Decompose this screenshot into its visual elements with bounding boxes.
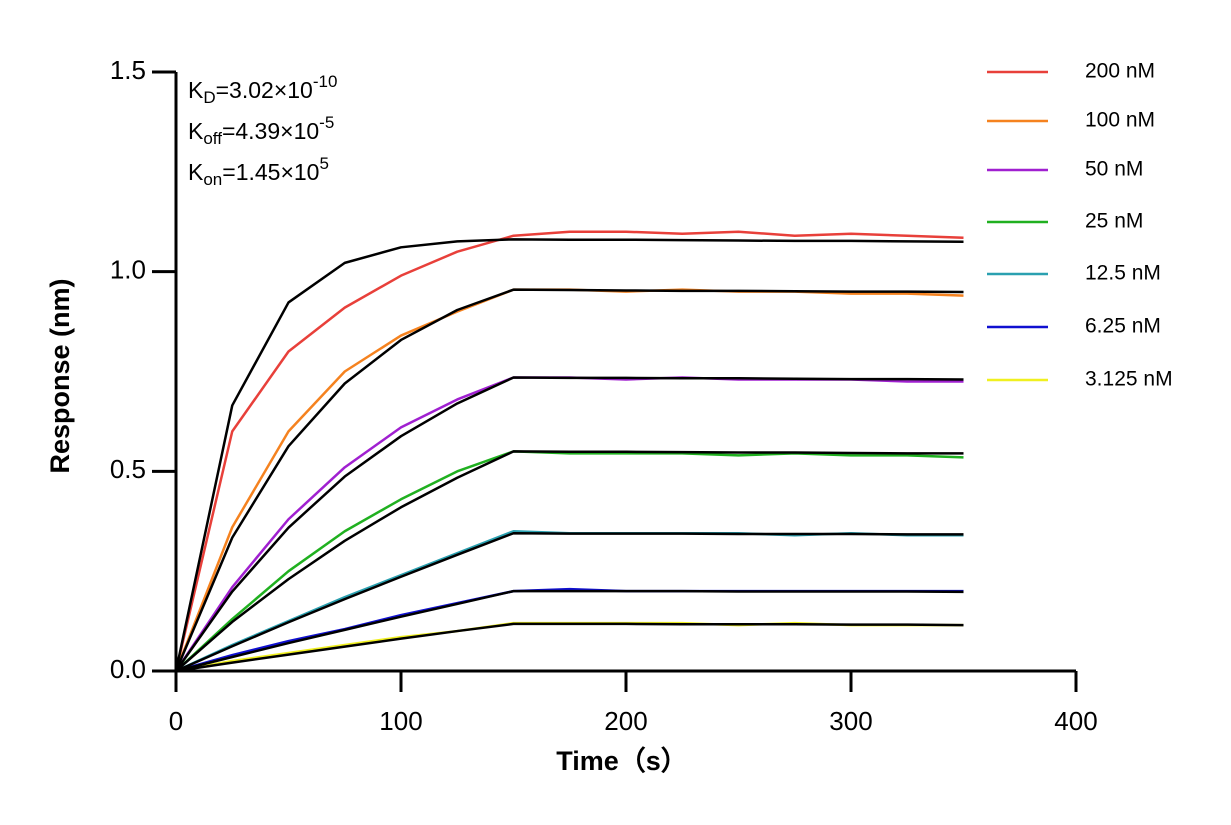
fit-line <box>175 531 964 673</box>
legend-label: 3.125 nM <box>1085 368 1173 391</box>
annotation-sup: -10 <box>313 72 338 91</box>
y-tick-label: 0.5 <box>110 454 146 484</box>
annotation-sup: 5 <box>319 154 328 173</box>
x-tick-label: 300 <box>829 706 872 736</box>
annotation-main: K <box>188 118 204 144</box>
data-line <box>175 450 964 672</box>
fit-line <box>175 589 964 673</box>
data-line <box>175 621 964 673</box>
annotation: Koff=4.39×10-5 <box>188 113 334 148</box>
annotation: Kon=1.45×105 <box>188 154 329 189</box>
y-axis-title: Response (nm) <box>45 278 75 473</box>
annotation-rest: =4.39×10 <box>222 118 319 144</box>
annotation-rest: =3.02×10 <box>216 77 313 103</box>
annotation-sup: -5 <box>319 113 334 132</box>
fit-line <box>174 288 964 672</box>
fit-line <box>175 622 964 673</box>
legend-label: 50 nM <box>1085 158 1143 181</box>
legend-label: 25 nM <box>1085 210 1143 233</box>
legend-label: 6.25 nM <box>1085 315 1161 338</box>
annotation: KD=3.02×10-10 <box>188 72 337 107</box>
legend-label: 12.5 nM <box>1085 262 1161 285</box>
annotation-main: K <box>188 77 204 103</box>
y-tick-label: 1.0 <box>110 255 146 285</box>
data-line <box>174 230 964 672</box>
data-line <box>175 529 964 673</box>
x-axis-title: Time（s） <box>556 746 688 776</box>
x-tick-label: 200 <box>604 706 647 736</box>
y-tick-label: 0.0 <box>110 654 146 684</box>
annotation-main: K <box>188 159 204 185</box>
x-tick-label: 400 <box>1054 706 1097 736</box>
legend-label: 100 nM <box>1085 109 1155 132</box>
x-tick-label: 0 <box>169 706 183 736</box>
x-tick-label: 100 <box>379 706 422 736</box>
legend-label: 200 nM <box>1085 60 1155 83</box>
data-line <box>174 376 964 672</box>
fit-line <box>174 376 964 672</box>
fit-line <box>174 238 964 672</box>
annotation-sub: off <box>203 129 222 148</box>
annotation-rest: =1.45×10 <box>222 159 319 185</box>
fit-line <box>175 450 964 672</box>
data-line <box>175 587 964 673</box>
annotation-sub: D <box>203 88 215 107</box>
y-tick-label: 1.5 <box>110 55 146 85</box>
annotation-sub: on <box>203 170 222 189</box>
